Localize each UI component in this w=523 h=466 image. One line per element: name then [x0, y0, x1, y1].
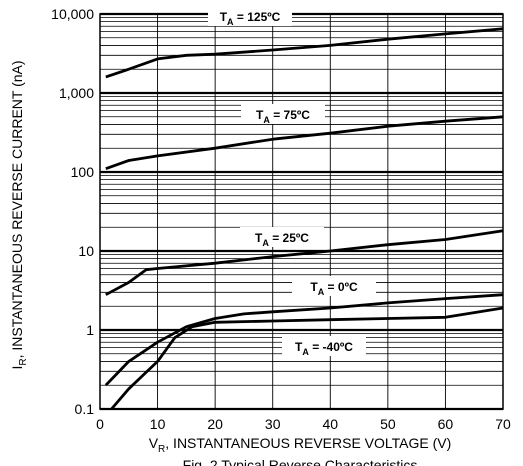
series-label-part: = 75ºC [270, 108, 310, 122]
series-line [105, 27, 504, 79]
series-label-part: T [255, 231, 263, 245]
x-tick-label: 10 [150, 416, 166, 432]
series-label-part: = 25ºC [269, 231, 309, 245]
caption: Fig. 2 Typical Reverse Characteristics [183, 457, 418, 466]
plot-frame [99, 13, 504, 410]
series-label-bg [208, 6, 292, 26]
series-label: TA = 0ºC [310, 280, 358, 297]
series-line [104, 293, 504, 387]
y-tick-label: 100 [71, 164, 95, 180]
y-axis-label-sub: R [18, 358, 29, 365]
series-label-part: T [220, 10, 228, 24]
series-label-bg [282, 336, 366, 356]
series-label-sub: A [318, 287, 325, 297]
series-label: TA = 75ºC [256, 108, 310, 125]
x-tick-label: 0 [96, 416, 104, 432]
series-line [105, 229, 504, 296]
series-label: TA = 125ºC [220, 10, 281, 27]
series-label-part: T [310, 280, 318, 294]
series-label-part: T [256, 108, 264, 122]
series-label-sub: A [302, 347, 309, 357]
x-tick-label: 30 [265, 416, 281, 432]
series-label-sub: A [262, 238, 269, 248]
y-axis-label-part: I [9, 366, 25, 370]
x-axis-label-part: , INSTANTANEOUS REVERSE VOLTAGE (V) [165, 435, 451, 451]
series-label-sub: A [263, 115, 270, 125]
series-label: TA = -40ºC [295, 340, 353, 357]
series-label-bg [292, 276, 376, 296]
series-label-sub: A [227, 17, 234, 27]
series-label-bg [241, 104, 325, 124]
x-tick-label: 20 [207, 416, 223, 432]
x-axis-label-sub: R [158, 444, 165, 455]
series-label: TA = 25ºC [255, 231, 309, 248]
series-label-part: T [295, 340, 303, 354]
x-axis-label-part: V [149, 435, 159, 451]
y-tick-label: 0.1 [75, 401, 95, 417]
y-tick-label: 10 [78, 243, 94, 259]
series-line [110, 306, 504, 410]
x-axis-label: VR, INSTANTANEOUS REVERSE VOLTAGE (V) [149, 435, 452, 455]
series-label-part: = 0ºC [324, 280, 358, 294]
y-tick-label: 1,000 [59, 85, 94, 101]
x-tick-label: 50 [380, 416, 396, 432]
y-tick-label: 1 [86, 322, 94, 338]
y-axis-label: IR, INSTANTANEOUS REVERSE CURRENT (nA) [9, 60, 29, 369]
series-label-bg [240, 227, 324, 247]
x-tick-label: 60 [438, 416, 454, 432]
x-tick-label: 40 [322, 416, 338, 432]
series-line [105, 115, 504, 171]
series-label-part: = 125ºC [234, 10, 281, 24]
y-axis-label-part: , INSTANTANEOUS REVERSE CURRENT (nA) [9, 60, 25, 358]
y-tick-label: 10,000 [51, 6, 94, 22]
series-label-part: = -40ºC [309, 340, 353, 354]
x-tick-label: 70 [495, 416, 511, 432]
